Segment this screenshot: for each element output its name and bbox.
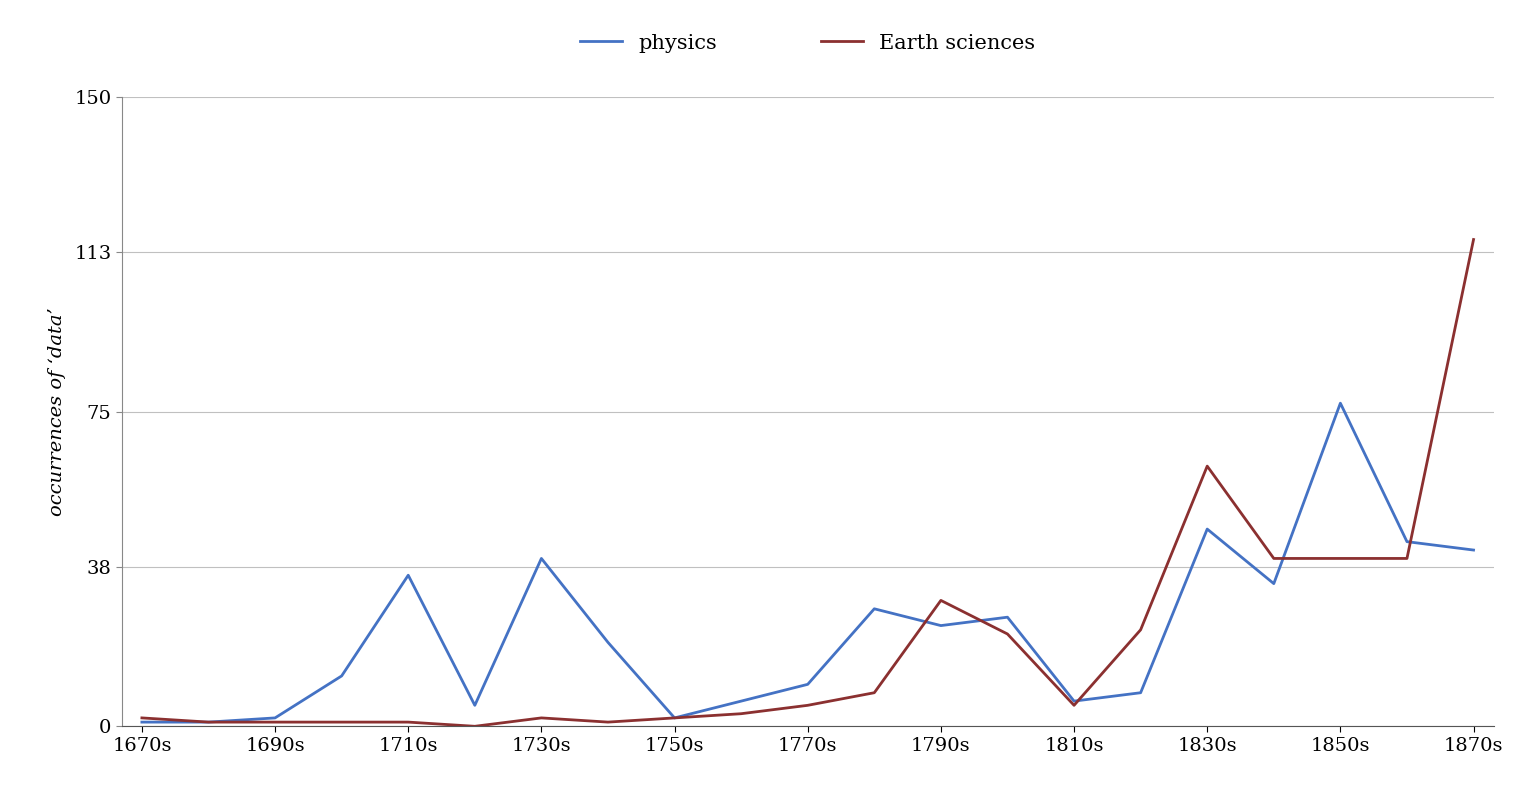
- physics: [1332, 399, 1350, 408]
- Earth sciences: [599, 717, 617, 727]
- Earth sciences: [732, 709, 750, 718]
- Earth sciences: [799, 700, 817, 710]
- Earth sciences: [466, 721, 485, 731]
- Earth sciences: [1065, 700, 1084, 710]
- physics: [866, 604, 884, 613]
- Earth sciences: [133, 713, 151, 723]
- Earth sciences: [1332, 554, 1350, 563]
- Earth sciences: [1465, 235, 1483, 245]
- Line: physics: physics: [142, 404, 1474, 722]
- Earth sciences: [265, 717, 283, 727]
- physics: [1198, 525, 1216, 534]
- physics: [399, 571, 418, 580]
- Earth sciences: [1265, 554, 1283, 563]
- physics: [200, 717, 218, 727]
- physics: [599, 638, 617, 647]
- Earth sciences: [200, 717, 218, 727]
- physics: [1465, 546, 1483, 555]
- physics: [998, 613, 1017, 622]
- Earth sciences: [998, 629, 1017, 639]
- Y-axis label: occurrences of ‘data’: occurrences of ‘data’: [47, 307, 66, 516]
- Legend: physics, Earth sciences: physics, Earth sciences: [572, 26, 1044, 61]
- Earth sciences: [1398, 554, 1416, 563]
- physics: [1065, 696, 1084, 706]
- Line: Earth sciences: Earth sciences: [142, 240, 1474, 726]
- physics: [332, 671, 351, 681]
- Earth sciences: [666, 713, 684, 723]
- Earth sciences: [399, 717, 418, 727]
- physics: [265, 713, 283, 723]
- physics: [799, 679, 817, 689]
- physics: [1131, 688, 1149, 697]
- physics: [1265, 579, 1283, 588]
- Earth sciences: [332, 717, 351, 727]
- physics: [931, 621, 949, 630]
- Earth sciences: [866, 688, 884, 697]
- Earth sciences: [1198, 462, 1216, 471]
- physics: [133, 717, 151, 727]
- physics: [666, 713, 684, 723]
- physics: [732, 696, 750, 706]
- Earth sciences: [532, 713, 550, 723]
- Earth sciences: [1131, 625, 1149, 634]
- physics: [1398, 537, 1416, 546]
- Earth sciences: [931, 596, 949, 605]
- physics: [466, 700, 485, 710]
- physics: [532, 554, 550, 563]
